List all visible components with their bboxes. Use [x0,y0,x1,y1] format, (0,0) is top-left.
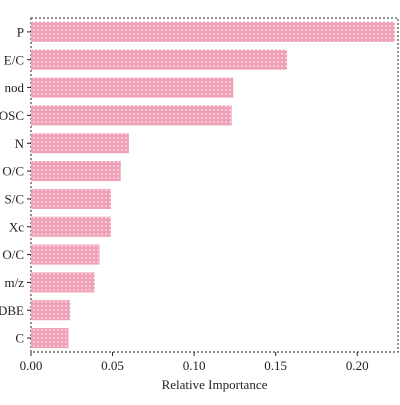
category-label: O/C [2,247,24,262]
x-tick-label: 0.15 [264,358,287,373]
category-label: E/C [4,52,24,67]
bar [31,328,69,349]
category-label: Xc [9,219,24,234]
bar [31,21,395,42]
category-label: P [17,24,24,39]
plot-frame-rect [30,17,399,353]
x-tick-label: 0.05 [101,358,124,373]
bars [31,21,395,349]
category-label: O/C [2,164,24,179]
x-tick-label: 0.10 [183,358,206,373]
bar [31,244,100,265]
category-label: S/C [4,191,24,206]
x-axis-ticks: 0.00 0.05 0.10 0.15 0.20 [20,352,369,373]
category-label: DBE [0,303,24,318]
bar [31,216,111,237]
bar [31,133,129,154]
x-axis-title: Relative Importance [162,377,268,392]
category-label: N [15,136,25,151]
bar [31,188,111,209]
bar [31,105,232,126]
x-tick-label: 0.00 [20,358,43,373]
category-label: m/z [5,275,25,290]
category-label: C [15,331,24,346]
bar [31,49,288,70]
bar [31,161,121,182]
bar [31,272,95,293]
bar [31,300,71,321]
category-label: OSC [0,108,24,123]
plot-frame [30,17,399,353]
bar [31,77,234,98]
category-label: nod [5,80,25,95]
x-tick-label: 0.20 [346,358,369,373]
category-labels: P E/C nod OSC N O/C S/C Xc O/C m/z DBE C [0,24,31,346]
